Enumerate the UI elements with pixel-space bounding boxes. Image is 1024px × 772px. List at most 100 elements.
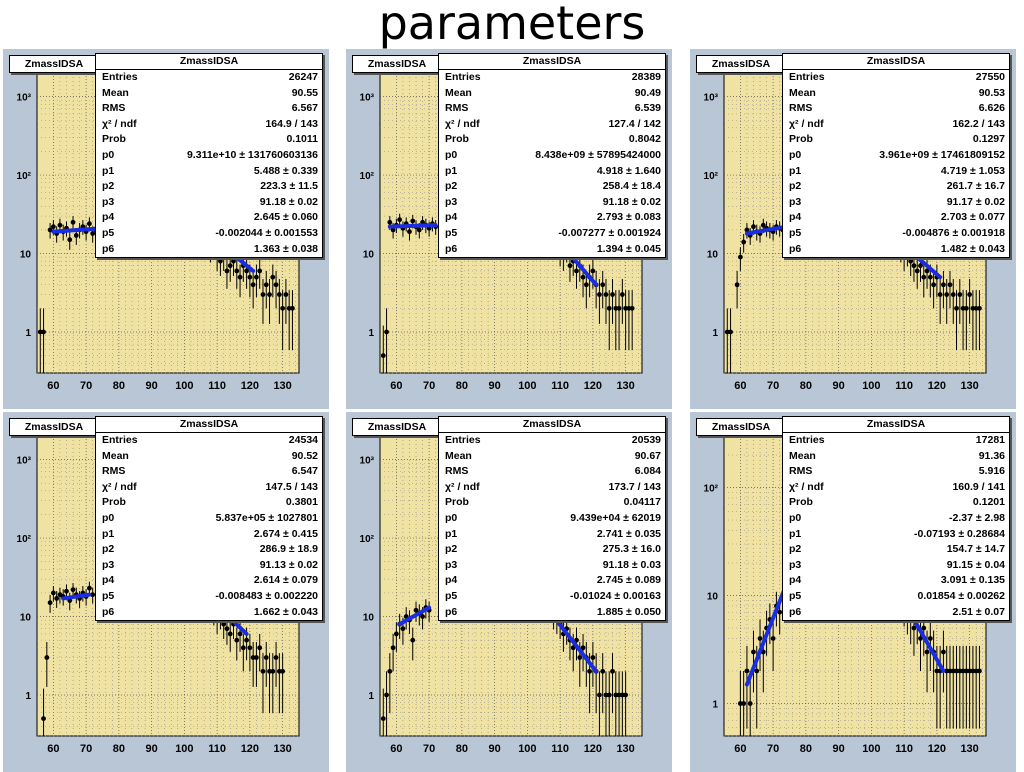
data-point [757, 636, 763, 641]
stats-value: -0.008483 ± 0.002220 [215, 589, 318, 602]
stats-value: 2.674 ± 0.415 [253, 527, 318, 540]
stats-value: 223.3 ± 11.5 [260, 180, 318, 193]
data-point [600, 282, 606, 288]
stats-value: 1.885 ± 0.050 [596, 605, 661, 618]
data-point [384, 329, 389, 335]
data-point [380, 353, 386, 358]
stats-row: p4 2.645 ± 0.060 [96, 210, 322, 226]
stats-row: Entries 17281 [783, 433, 1009, 449]
data-point [260, 668, 266, 674]
data-point [921, 625, 927, 631]
stats-value: 2.645 ± 0.060 [253, 211, 318, 224]
fit-curve-left [51, 226, 105, 234]
stats-key: Entries [445, 434, 481, 446]
stats-key: p6 [102, 242, 115, 255]
stats-key: p0 [102, 511, 115, 524]
y-tick-label: 10³ [360, 456, 375, 467]
stats-key: Mean [445, 86, 472, 99]
stats-value: 147.5 / 143 [265, 480, 318, 493]
stats-row: Prob 0.1201 [783, 495, 1009, 511]
data-point [580, 274, 586, 280]
stats-row: Entries 24534 [96, 433, 322, 449]
stats-value: -0.07193 ± 0.28684 [913, 527, 1005, 540]
data-point [263, 655, 269, 660]
data-point [954, 305, 959, 311]
histogram-name-label: ZmassIDSA [696, 55, 786, 73]
data-point [911, 263, 917, 269]
data-point [387, 219, 393, 225]
stats-key: p0 [445, 511, 458, 524]
x-tick-label: 100 [862, 380, 880, 392]
x-tick-label: 70 [80, 743, 92, 755]
stats-value: 127.4 / 142 [608, 117, 661, 130]
stats-key: Entries [789, 71, 825, 83]
stats-key: p5 [102, 226, 115, 239]
stats-key: p0 [445, 148, 458, 161]
stats-title: ZmassIDSA [783, 417, 1009, 433]
stats-value: 160.9 / 141 [952, 480, 1005, 493]
x-tick-label: 60 [734, 743, 746, 755]
stats-key: p2 [102, 180, 115, 193]
data-point [234, 268, 240, 274]
x-tick-label: 120 [241, 380, 259, 392]
data-point [747, 701, 753, 706]
data-point [276, 292, 282, 297]
stats-row: p3 91.18 ± 0.03 [439, 558, 665, 574]
stats-key: χ² / ndf [445, 480, 480, 493]
stats-box: ZmassIDSA Entries 28389 Mean 90.49 RMS 6.539 χ²… [438, 53, 666, 259]
stats-key: Prob [789, 133, 813, 146]
x-tick-label: 110 [208, 743, 226, 755]
x-tick-label: 70 [767, 743, 779, 755]
stats-value: 90.55 [291, 86, 318, 99]
stats-value: 2.703 ± 0.077 [940, 211, 1005, 224]
data-point [54, 596, 60, 601]
y-tick-label: 10³ [17, 93, 32, 104]
y-tick-label: 10 [20, 250, 32, 261]
data-point [737, 254, 743, 260]
stats-row: p6 1.482 ± 0.043 [783, 242, 1009, 258]
stats-value: 6.547 [291, 465, 318, 478]
stats-row: p0 -2.37 ± 2.98 [783, 511, 1009, 527]
stats-value: 20539 [631, 434, 661, 446]
data-point [87, 221, 92, 227]
x-tick-label: 130 [273, 743, 291, 755]
stats-title: ZmassIDSA [96, 54, 322, 70]
x-tick-label: 60 [390, 380, 402, 392]
data-point [257, 268, 263, 274]
data-point [290, 305, 295, 311]
stats-row: RMS 6.547 [96, 464, 322, 480]
stats-key: χ² / ndf [789, 117, 824, 130]
data-point [619, 292, 625, 297]
stats-value: -0.007277 ± 0.001924 [558, 226, 661, 239]
x-tick-label: 90 [146, 380, 158, 392]
stats-row: χ² / ndf 173.7 / 143 [439, 480, 665, 496]
stats-row: Entries 26247 [96, 70, 322, 86]
histogram-panel-2: 60 70 80 90 100 110 120 130 1 10 10² 10³ ZmassIDSA Zm… [346, 49, 672, 409]
data-point [263, 282, 269, 288]
x-tick-label: 80 [113, 743, 125, 755]
stats-row: p2 286.9 ± 18.9 [96, 542, 322, 558]
stats-value: 6.539 [634, 102, 661, 115]
stats-row: Mean 90.53 [783, 86, 1009, 102]
histogram-panel-4: 60 70 80 90 100 110 120 130 1 10 10² 10³ ZmassIDSA Zm… [3, 412, 329, 772]
stats-row: p1 4.719 ± 1.053 [783, 164, 1009, 180]
stats-row: p2 258.4 ± 18.4 [439, 179, 665, 195]
fit-curve-right [551, 614, 599, 674]
data-point [921, 274, 927, 280]
stats-key: p0 [789, 511, 802, 524]
x-tick-label: 60 [734, 380, 746, 392]
stats-row: p1 2.674 ± 0.415 [96, 527, 322, 543]
stats-title: ZmassIDSA [96, 417, 322, 433]
x-tick-label: 120 [584, 380, 602, 392]
data-point [770, 636, 776, 641]
stats-title: ZmassIDSA [439, 54, 665, 70]
stats-row: p6 1.662 ± 0.043 [96, 605, 322, 621]
stats-key: p4 [789, 211, 802, 224]
data-point [741, 239, 747, 245]
x-tick-label: 80 [800, 743, 812, 755]
stats-value: 4.918 ± 1.640 [596, 164, 661, 177]
stats-value: 2.741 ± 0.035 [596, 527, 661, 540]
data-point [590, 655, 596, 660]
data-point [580, 645, 586, 651]
stats-key: Prob [445, 133, 469, 146]
